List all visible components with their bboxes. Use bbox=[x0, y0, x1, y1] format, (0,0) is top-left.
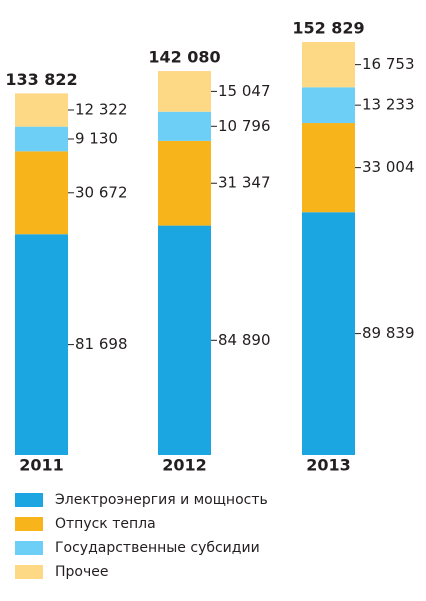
bar-segment bbox=[302, 123, 355, 213]
bar-segment bbox=[15, 234, 68, 455]
value-label: 12 322 bbox=[75, 101, 128, 119]
legend-swatch bbox=[15, 493, 43, 507]
bar-segment bbox=[15, 126, 68, 152]
category-label: 2013 bbox=[306, 456, 351, 475]
bar-segment bbox=[15, 151, 68, 235]
legend-swatch bbox=[15, 517, 43, 531]
category-label: 2012 bbox=[162, 456, 207, 475]
bar-segment bbox=[158, 225, 211, 455]
legend-label: Государственные субсидии bbox=[55, 540, 260, 556]
value-label: 10 796 bbox=[218, 117, 271, 135]
value-label: 9 130 bbox=[75, 129, 118, 147]
value-label: 15 047 bbox=[218, 82, 271, 100]
total-label: 152 829 bbox=[292, 19, 364, 38]
bar-segment bbox=[158, 140, 211, 226]
value-label: 89 839 bbox=[362, 324, 415, 342]
value-label: 81 698 bbox=[75, 335, 128, 353]
bar-segment bbox=[158, 111, 211, 141]
bar-segment bbox=[158, 71, 211, 112]
legend-label: Электроэнергия и мощность bbox=[55, 492, 268, 508]
legend-label: Прочее bbox=[55, 564, 108, 580]
value-label: 33 004 bbox=[362, 158, 415, 176]
value-label: 31 347 bbox=[218, 174, 271, 192]
legend-swatch bbox=[15, 565, 43, 579]
total-label: 133 822 bbox=[5, 70, 77, 89]
bar-segment bbox=[302, 212, 355, 455]
bar-segment bbox=[302, 42, 355, 88]
legend-swatch bbox=[15, 541, 43, 555]
value-label: 84 890 bbox=[218, 331, 271, 349]
bar-segment bbox=[15, 93, 68, 127]
bar-segment bbox=[302, 87, 355, 124]
total-label: 142 080 bbox=[148, 48, 220, 67]
value-label: 16 753 bbox=[362, 55, 415, 73]
category-label: 2011 bbox=[19, 456, 64, 475]
value-label: 13 233 bbox=[362, 96, 415, 114]
legend-label: Отпуск тепла bbox=[55, 516, 156, 532]
value-label: 30 672 bbox=[75, 183, 128, 201]
